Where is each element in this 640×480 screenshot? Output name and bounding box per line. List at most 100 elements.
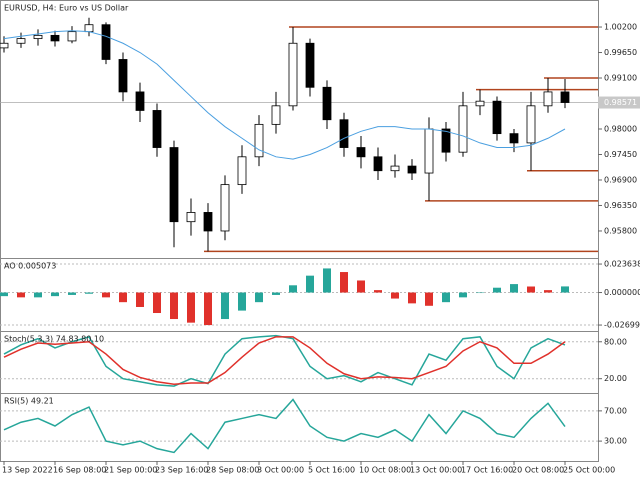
ao-bar [153,292,161,314]
ao-bar [170,292,178,320]
candle-body [492,100,502,135]
ao-bar [544,290,552,293]
y-tick-label: 0.96900 [604,175,637,184]
ao-bar [459,292,467,298]
ao-bar [85,292,93,294]
ao-bar [119,292,127,303]
candle-body [305,42,315,88]
ao-bar [0,292,8,297]
ao-bar [510,284,518,293]
ao-bar [238,292,246,311]
ao-bar [68,292,76,295]
candle-body [322,86,332,121]
y-tick-label: 0.95800 [604,226,637,235]
candle-body [16,38,26,44]
ao-bar [221,292,229,320]
panel-title: RSI(5) 49.21 [4,397,54,406]
panel-title: EURUSD, H4: Euro vs US Dollar [4,4,129,13]
moving-average [3,30,566,160]
ao-bar [204,292,212,326]
ao-bar [561,286,569,293]
candle-body [84,24,94,33]
candle-body [356,147,366,158]
x-tick-label: 10 Oct 08:00 [359,466,411,475]
ao-bar [493,287,501,293]
candle-body [67,31,77,42]
y-tick-label: 1.00200 [604,23,637,32]
y-tick-label: 70.00 [604,406,627,415]
candle-body [118,59,128,93]
y-tick-label: 0.023638 [604,260,640,269]
indicator-line [3,398,566,454]
candle-body [0,42,9,49]
candle-body [339,119,349,148]
x-tick-label: 16 Sep 08:00 [53,466,106,475]
y-tick-label: 0.99650 [604,48,637,57]
candle-body [220,184,230,232]
ao-bar [425,292,433,306]
y-tick-label: 0.97450 [604,150,637,159]
y-tick-label: 0.99100 [604,74,637,83]
ao-bar [187,292,195,323]
y-tick-label: -0.026990 [604,321,640,330]
ao-bar [340,272,348,293]
ao-bar [136,292,144,307]
candle-body [390,165,400,172]
panel-frame [0,393,599,462]
ao-bar [374,290,382,293]
ao-bar [255,292,263,303]
x-tick-label: 21 Sep 00:00 [104,466,157,475]
ao-bar [34,292,42,298]
candle-body [271,105,281,125]
candle-body [50,34,60,42]
candle-body [424,128,434,174]
x-tick-label: 25 Oct 00:00 [563,466,615,475]
y-tick-label: 30.00 [604,437,627,446]
candle-body [458,105,468,153]
ao-bar [527,286,535,293]
candle-body [33,34,43,40]
y-tick-label: 0.96350 [604,201,637,210]
ao-bar [442,292,450,303]
ao-bar [391,292,399,299]
y-tick-label: 80.00 [604,337,627,346]
candle-body [560,91,570,103]
candle-body [186,212,196,223]
candle-body [203,212,213,232]
ao-bar [323,268,331,293]
candle-body [135,91,145,111]
candle-body [509,133,519,144]
candle-body [526,105,536,144]
candle-body [543,91,553,107]
candle-body [237,156,247,186]
candle-body [152,110,162,148]
ao-bar [102,292,110,298]
y-tick-label: 0.98000 [604,125,637,134]
candle-body [475,100,485,107]
x-tick-label: 28 Sep 08:00 [206,466,259,475]
ao-bar [408,292,416,304]
x-tick-label: 13 Sep 2022 [2,466,53,475]
ao-bar [17,292,25,298]
last-price-label: 0.98571 [604,98,637,107]
x-tick-label: 23 Sep 16:00 [155,466,208,475]
x-tick-label: 3 Oct 00:00 [257,466,304,475]
candle-body [373,156,383,172]
y-tick-label: 20.00 [604,374,627,383]
x-tick-label: 17 Oct 16:00 [461,466,513,475]
indicator-line [3,336,566,385]
panel-title: Stoch(5,3,3) 74.83 80.10 [4,335,104,344]
ao-bar [357,280,365,293]
candle-body [254,123,264,158]
candle-body [288,42,298,107]
y-tick-label: 0.000000 [604,288,640,297]
ao-bar [51,292,59,297]
ao-bar [272,292,280,295]
candle-body [441,128,451,153]
last-price-box [598,96,640,109]
ao-bar [476,292,484,294]
panel-title: AO 0.005073 [4,262,56,271]
x-tick-label: 5 Oct 16:00 [308,466,355,475]
